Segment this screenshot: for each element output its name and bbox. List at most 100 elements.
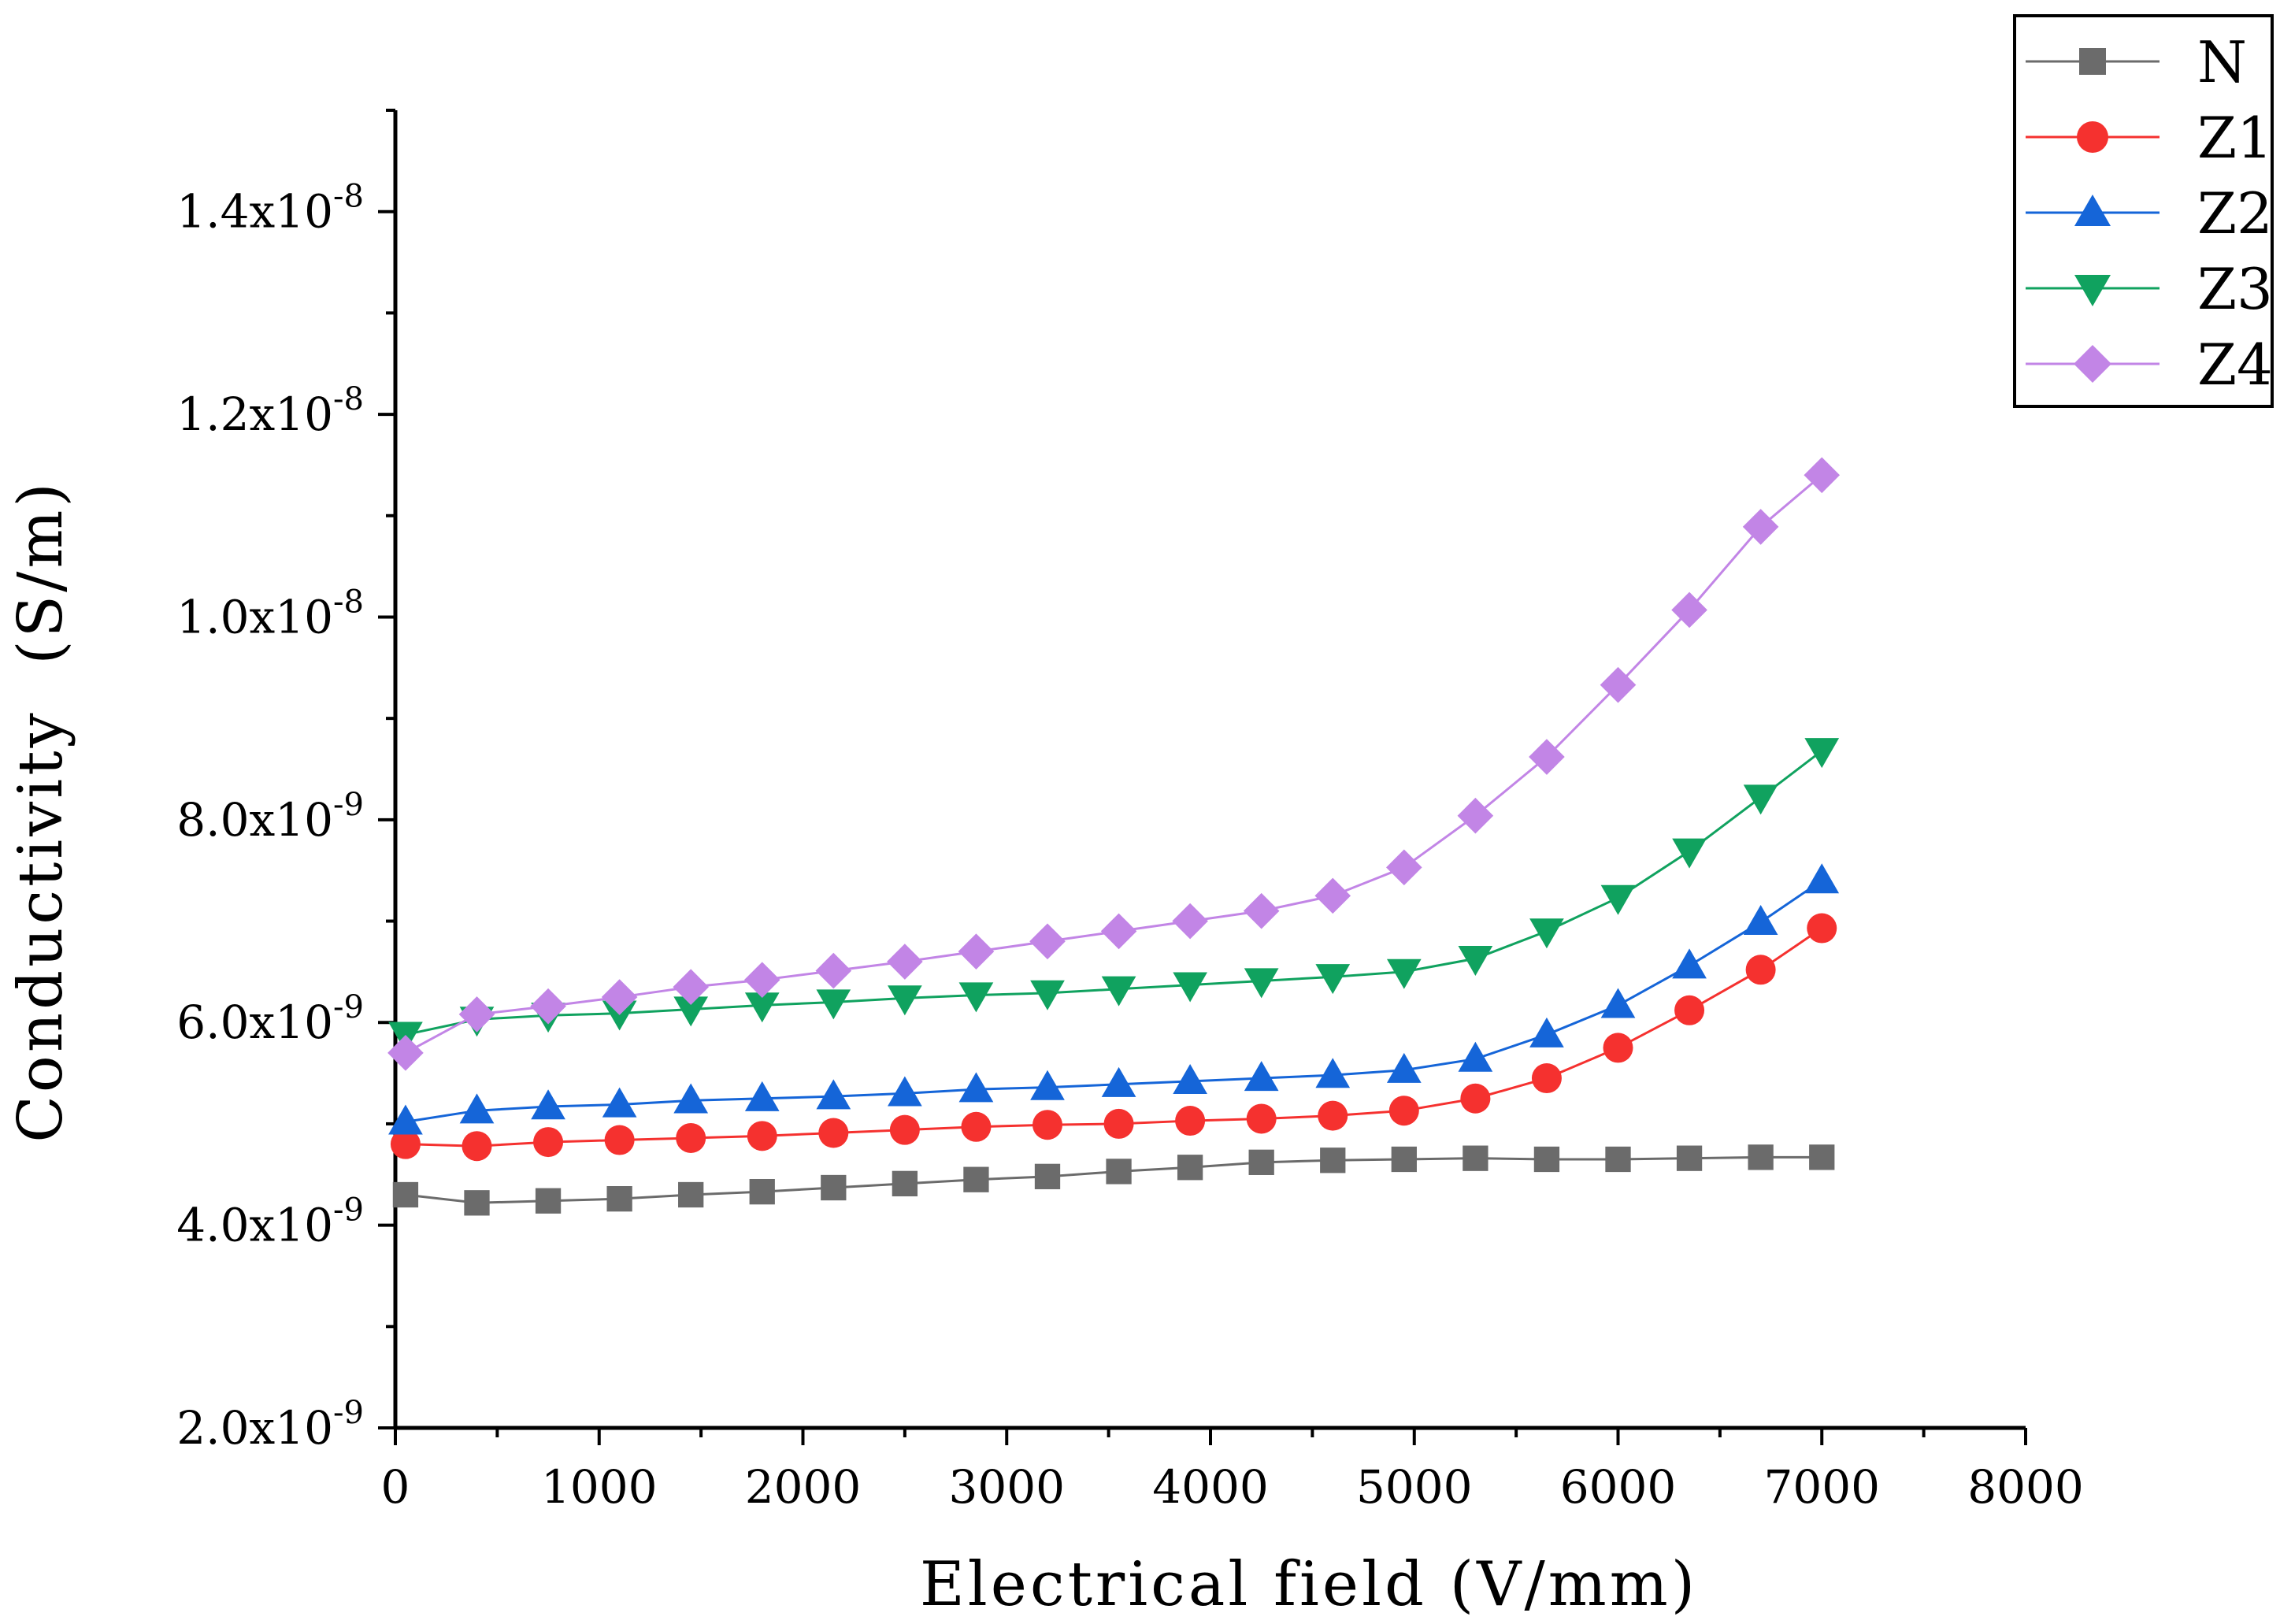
series-z2-point <box>888 1076 922 1107</box>
series-z3-point <box>1101 976 1136 1007</box>
y-tick-label: 6.0x10-9 <box>176 989 364 1049</box>
series-z4-point <box>958 933 995 970</box>
series-z2-point <box>1743 904 1778 935</box>
series-z4-point <box>1100 913 1137 950</box>
series-z2-point <box>1386 1052 1422 1083</box>
series-n-point <box>1248 1149 1274 1175</box>
series-z1-point <box>818 1118 849 1148</box>
legend-marker-z3 <box>2074 275 2111 306</box>
series-z1-point <box>1103 1108 1134 1139</box>
x-tick-label: 0 <box>381 1460 410 1514</box>
series-z1-point <box>1674 995 1705 1025</box>
series-z2 <box>388 863 1840 1135</box>
series-z3-point <box>1030 980 1065 1010</box>
series-n-point <box>1391 1146 1417 1173</box>
series-n-point <box>1676 1145 1703 1171</box>
y-tick-label: 1.2x10-8 <box>176 381 364 441</box>
y-tick-label: 4.0x10-9 <box>176 1192 364 1252</box>
series-n-point <box>1463 1145 1488 1171</box>
series-n-point <box>749 1178 775 1205</box>
legend-item-z1: Z1 <box>2026 105 2273 171</box>
series-z3-point <box>1529 918 1564 949</box>
series-z2-point <box>531 1089 565 1120</box>
series-z4-line <box>405 474 1823 1055</box>
legend-item-z4: Z4 <box>2026 332 2273 398</box>
series-n-point <box>1106 1159 1132 1185</box>
series-group <box>387 457 1841 1216</box>
series-z2-point <box>744 1081 780 1111</box>
series-z2-point <box>958 1072 994 1103</box>
series-z4-point <box>1243 892 1280 929</box>
y-tick-label: 2.0x10-9 <box>176 1395 364 1455</box>
series-z4 <box>387 457 1841 1071</box>
plot-area: 0 1000 2000 3000 4000 5000 6000 7000 8000 2.0x10… <box>176 109 2084 1514</box>
x-tick-label: 3000 <box>948 1460 1065 1514</box>
series-z3-point <box>1458 946 1493 977</box>
series-n-point <box>963 1166 989 1192</box>
series-z1-point <box>747 1121 777 1151</box>
series-n-point <box>892 1170 918 1197</box>
series-z1-point <box>1460 1083 1491 1114</box>
x-tick-label: 7000 <box>1763 1460 1880 1514</box>
series-z1-point <box>1807 913 1837 944</box>
series-z4-point <box>743 962 780 998</box>
legend-label-z3: Z3 <box>2197 256 2273 322</box>
series-z4-point <box>887 944 923 980</box>
series-z4-point <box>1742 509 1779 545</box>
series-z4-point <box>1671 591 1707 628</box>
series-z4-point <box>1029 923 1066 960</box>
legend-item-z3: Z3 <box>2026 256 2273 322</box>
legend-marker-z1 <box>2077 121 2108 153</box>
series-n-point <box>392 1181 419 1208</box>
series-z2-point <box>1458 1041 1493 1072</box>
x-tick-label: 1000 <box>541 1460 658 1514</box>
series-z3-point <box>958 982 994 1013</box>
series-z3-point <box>1672 838 1707 869</box>
series-z2-point <box>1315 1058 1351 1088</box>
series-z2-point <box>1529 1017 1564 1047</box>
series-z1-point <box>1745 955 1776 985</box>
series-z1-point <box>604 1125 635 1155</box>
series-z1-point <box>462 1131 492 1162</box>
series-z2-point <box>1244 1061 1279 1092</box>
series-n <box>392 1144 1835 1216</box>
series-n-point <box>678 1181 704 1208</box>
series-z3-point <box>1315 964 1351 995</box>
series-z3-point <box>1386 958 1422 989</box>
series-z1-point <box>1388 1096 1419 1126</box>
y-axis-title: Conductivity (S/m) <box>6 480 76 1143</box>
series-z4-point <box>387 1035 424 1071</box>
x-tick-label: 6000 <box>1560 1460 1677 1514</box>
series-z3-point <box>673 996 709 1027</box>
series-z2-point <box>1672 948 1707 979</box>
legend-marker-z2 <box>2074 195 2111 226</box>
series-z3-point <box>602 1000 637 1031</box>
series-n-point <box>821 1174 847 1201</box>
legend-marker-n <box>2079 48 2106 75</box>
series-z2-point <box>673 1083 709 1114</box>
legend-marker-z4 <box>2074 345 2111 383</box>
series-z4-point <box>530 988 566 1025</box>
series-z4-point <box>1529 739 1565 775</box>
legend-item-z2: Z2 <box>2026 180 2273 247</box>
series-z2-point <box>602 1087 637 1118</box>
series-z4-point <box>1314 877 1351 914</box>
series-z1 <box>390 913 1837 1162</box>
series-z4-point <box>673 969 709 1005</box>
y-tick-label: 8.0x10-9 <box>176 787 364 847</box>
series-z3-point <box>888 985 922 1016</box>
series-n-point <box>464 1190 490 1216</box>
legend-item-n: N <box>2026 29 2247 95</box>
series-z4-point <box>1386 849 1422 886</box>
series-z3 <box>388 738 1840 1052</box>
series-z3-point <box>1244 968 1279 999</box>
series-z2-point <box>1173 1064 1207 1095</box>
legend-label-z2: Z2 <box>2197 180 2273 247</box>
x-tick-label: 8000 <box>1967 1460 2084 1514</box>
series-z2-point <box>1030 1070 1065 1100</box>
series-z4-point <box>815 952 852 989</box>
x-ticks: 0 1000 2000 3000 4000 5000 6000 7000 8000 <box>381 1428 2084 1514</box>
series-z4-point <box>1172 903 1208 940</box>
series-n-point <box>1177 1155 1203 1181</box>
legend-box <box>2013 14 2274 408</box>
